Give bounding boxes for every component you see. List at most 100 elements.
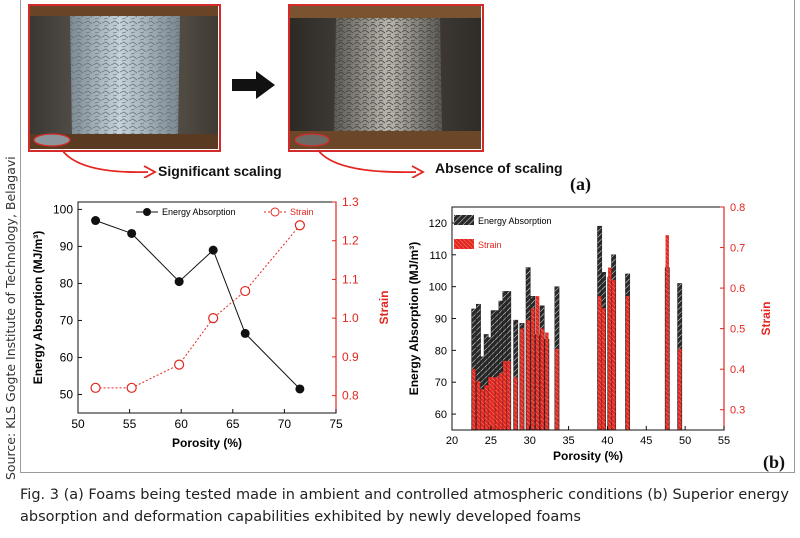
strain-bar <box>526 320 530 431</box>
strain-bar <box>540 328 544 431</box>
x-tick-label: 55 <box>123 417 137 431</box>
strain-bar <box>608 267 612 431</box>
energy-point <box>91 216 101 226</box>
y-left-tick-label: 120 <box>429 218 447 230</box>
strain-bar <box>488 377 492 431</box>
x-tick-label: 65 <box>226 417 240 431</box>
energy-point <box>295 384 305 394</box>
x-tick-label: 55 <box>718 435 730 447</box>
strain-bar <box>611 279 616 431</box>
x-tick-label: 50 <box>679 435 691 447</box>
strain-bar <box>499 373 503 431</box>
y-left-tick-label: 70 <box>60 313 74 327</box>
strain-point <box>294 220 305 231</box>
legend-energy-marker <box>143 208 151 216</box>
strain-point <box>208 313 219 324</box>
energy-line <box>95 220 301 390</box>
callout-arrow-left <box>61 149 157 178</box>
y-right-tick-label: 0.4 <box>730 364 745 376</box>
strain-point <box>174 359 185 370</box>
y-left-tick-label: 80 <box>60 276 74 290</box>
y-left-tick-label: 100 <box>429 282 447 294</box>
strain-bar <box>625 296 630 431</box>
y-right-tick-label: 0.6 <box>730 283 745 295</box>
y-left-tick-label: 70 <box>435 377 447 389</box>
strain-bar <box>503 360 507 431</box>
y-right-tick-label: 1.3 <box>342 195 359 209</box>
strain-bar <box>491 377 495 431</box>
legend-strain-label: Strain <box>290 207 314 217</box>
y-left-tick-label: 60 <box>60 350 74 364</box>
legend-energy-label: Energy Absorption <box>478 216 552 226</box>
right-arrow-icon <box>232 70 276 104</box>
strain-bar <box>476 381 481 431</box>
strain-point <box>90 382 101 393</box>
strain-bar <box>480 389 485 431</box>
y-left-tick-label: 60 <box>435 409 447 421</box>
x-tick-label: 75 <box>329 417 343 431</box>
x-tick-label: 40 <box>601 435 613 447</box>
panel-label-b: (b) <box>763 452 785 472</box>
strain-bar <box>484 385 488 431</box>
strain-bar <box>506 360 511 431</box>
y-left-tick-label: 90 <box>435 314 447 326</box>
energy-point <box>240 328 250 338</box>
x-tick-label: 35 <box>562 435 574 447</box>
strain-bar <box>677 348 682 431</box>
strain-point <box>126 382 137 393</box>
y-left-tick-label: 90 <box>60 239 74 253</box>
strain-bar <box>597 296 602 431</box>
y-right-tick-label: 1.0 <box>342 311 359 325</box>
y-right-tick-label: 0.9 <box>342 350 359 364</box>
panel-label-a: (a) <box>570 174 591 194</box>
y-left-tick-label: 110 <box>429 250 447 262</box>
strain-bar <box>535 296 540 431</box>
callout-arrow-right <box>317 149 425 178</box>
line-chart-energy-strain: 50 55 60 65 70 75 50 60 70 80 90 100 0.8 0.9 1.0 1.1 1.2… <box>31 195 391 450</box>
x-tick-label: 25 <box>485 435 497 447</box>
y-right-tick-label: 0.5 <box>730 324 745 336</box>
strain-line <box>95 224 301 389</box>
x-tick-label: 50 <box>71 417 85 431</box>
y-right-axis-title: Strain <box>759 301 773 335</box>
y-left-axis-title: Energy Absorption (MJ/m³) <box>407 242 421 396</box>
y-left-tick-label: 80 <box>435 345 447 357</box>
source-credit: Source: KLS Gogte Institute of Technolog… <box>3 156 18 480</box>
bar-chart-energy-strain: 20 25 30 35 40 45 50 55 60 70 80 90 100 110 120 0.3 0.4 0… <box>407 202 773 463</box>
figure-caption: Fig. 3 (a) Foams being tested made in am… <box>20 487 789 525</box>
strain-bar <box>531 308 535 431</box>
legend-strain-label: Strain <box>478 240 502 250</box>
label-significant-scaling: Significant scaling <box>158 163 282 179</box>
y-right-axis-title: Strain <box>377 290 391 324</box>
strain-bar <box>601 308 606 431</box>
x-axis-title: Porosity (%) <box>553 449 623 463</box>
legend-energy-label: Energy Absorption <box>162 207 236 217</box>
strain-bar <box>495 377 499 431</box>
legend-strain-swatch <box>454 239 474 249</box>
strain-bar <box>665 235 670 431</box>
y-left-tick-label: 50 <box>60 387 74 401</box>
energy-point <box>127 228 137 238</box>
strain-bar <box>555 348 559 431</box>
x-tick-label: 60 <box>175 417 189 431</box>
strain-bar <box>472 369 476 431</box>
x-tick-label: 45 <box>640 435 652 447</box>
plot-frame <box>77 201 337 414</box>
strain-bar <box>520 328 524 431</box>
y-right-tick-label: 0.8 <box>730 202 745 214</box>
y-left-axis-title: Energy Absorption (MJ/m³) <box>31 231 45 385</box>
x-tick-label: 30 <box>524 435 536 447</box>
y-right-tick-label: 1.2 <box>342 234 359 248</box>
label-absence-of-scaling: Absence of scaling <box>435 160 563 176</box>
x-tick-label: 20 <box>446 435 458 447</box>
y-right-tick-label: 1.1 <box>342 272 359 286</box>
legend-strain-marker <box>270 207 280 217</box>
foam-photo-scaling <box>28 4 221 152</box>
energy-point <box>208 245 218 255</box>
strain-point <box>240 285 251 297</box>
legend-energy-swatch <box>454 215 474 225</box>
y-right-tick-label: 0.7 <box>730 243 745 255</box>
strain-bar <box>545 332 549 431</box>
energy-point <box>174 277 184 287</box>
y-right-tick-label: 0.3 <box>730 405 745 417</box>
